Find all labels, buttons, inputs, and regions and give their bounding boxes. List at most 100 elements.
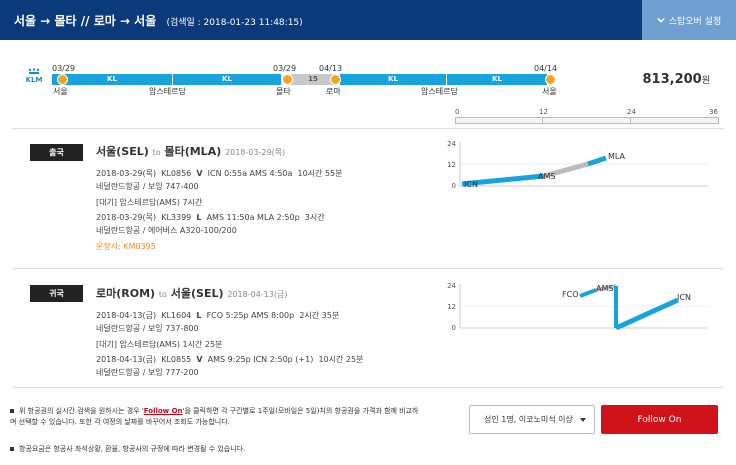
city-label: 서울 <box>53 87 68 96</box>
arrival-dot <box>282 74 293 85</box>
seg-date: 2018-03-29(목) <box>96 169 157 178</box>
outbound-seg2: 2018-03-29(목) KL3399 L AMS 11:50a MLA 2:… <box>96 212 325 223</box>
flight-number: KL0856 <box>161 169 192 178</box>
inbound-seg1-aircraft: 네덜란드항공 / 보잉 737-800 <box>96 324 199 333</box>
scale-tick <box>630 118 631 123</box>
y-tick-label: 24 <box>447 282 456 290</box>
flight-times: AMS 9:25p ICN 2:50p (+1) <box>207 355 314 364</box>
outbound-origin: 서울(SEL) <box>96 145 149 158</box>
flight-segment <box>461 173 545 187</box>
flight-duration: 10시간 55분 <box>297 169 343 178</box>
search-date: (검색일 : 2018-01-23 11:48:15) <box>166 18 303 28</box>
scale-bar <box>455 117 719 124</box>
note-text: 항공요금은 항공사 좌석상황, 환율, 항공사의 규정에 따라 변경될 수 있습… <box>19 445 246 453</box>
city-label: 몰타 <box>276 87 291 96</box>
layover-segment <box>595 284 617 292</box>
time-scale: 0 12 24 36 <box>455 108 719 124</box>
stopover-label: 스탑오버 설정 <box>668 16 722 27</box>
passenger-class-select[interactable]: 성인 1명, 이코노미석 이상 <box>469 405 595 434</box>
stopover-settings-button[interactable]: 스탑오버 설정 <box>642 0 736 40</box>
airport-label: MLA <box>608 152 626 161</box>
to-label: to <box>152 148 161 157</box>
note-text: '을 클릭하면 각 구간별로 1주일(모바일은 5일)치의 항공권을 가격과 함… <box>10 407 419 426</box>
flight-times: AMS 11:50a MLA 2:50p <box>206 213 300 222</box>
stay-days: 15 <box>291 74 335 85</box>
airport-label: ICN <box>464 180 478 189</box>
inbound-timeline-chart: 24 12 0 FCO AMS ICN <box>447 282 708 332</box>
total-price: 813,200원 <box>643 72 711 87</box>
inbound-badge: 귀국 <box>30 285 83 302</box>
outbound-operator: 운항사: KM0395 <box>96 242 156 251</box>
segment-bar: KL <box>340 74 446 85</box>
y-tick-label: 24 <box>447 140 456 148</box>
segment-bar: KL <box>52 74 172 85</box>
follow-on-link[interactable]: Follow On <box>143 407 183 415</box>
airport-label: ICN <box>677 293 691 302</box>
inbound-seg2-aircraft: 네덜란드항공 / 보잉 777-200 <box>96 368 199 377</box>
divider <box>12 268 724 269</box>
price-value: 813,200 <box>642 72 702 87</box>
bullet-icon <box>10 409 14 413</box>
inbound-seg1: 2018-04-13(금) KL1604 L FCO 5:25p AMS 8:0… <box>96 310 339 321</box>
date-label: 03/29 <box>52 64 76 73</box>
follow-on-note: 위 항공권의 실시간 검색을 원하시는 경우 'Follow On'을 클릭하면… <box>10 406 420 428</box>
to-label: to <box>158 290 167 299</box>
inbound-seg2: 2018-04-13(금) KL0855 V AMS 9:25p ICN 2:5… <box>96 354 363 365</box>
divider <box>12 387 724 388</box>
city-label: 로마 <box>326 87 341 96</box>
segment-bar: KL <box>447 74 547 85</box>
follow-on-button[interactable]: Follow On <box>601 405 718 434</box>
flight-segment <box>587 155 607 167</box>
seg-date: 2018-03-29(목) <box>96 213 157 222</box>
flight-times: FCO 5:25p AMS 8:00p <box>206 311 295 320</box>
arrival-dot <box>545 74 556 85</box>
crown-icon <box>28 68 40 74</box>
outbound-destination: 몰타(MLA) <box>164 145 222 158</box>
y-tick-label: 12 <box>447 161 456 169</box>
y-tick-label: 0 <box>452 182 456 190</box>
caret-down-icon <box>580 418 586 422</box>
departure-dot <box>57 74 68 85</box>
y-tick-label: 12 <box>447 303 456 311</box>
flight-number: KL0855 <box>161 355 192 364</box>
date-label: 03/29 <box>273 64 297 73</box>
inbound-date: 2018-04-13(금) <box>227 290 288 299</box>
inbound-title: 로마(ROM) to 서울(SEL) 2018-04-13(금) <box>96 285 287 301</box>
layover-segment <box>543 161 589 179</box>
divider <box>12 128 724 129</box>
departure-dot <box>330 74 341 85</box>
note-text: 위 항공권의 실시간 검색을 원하시는 경우 ' <box>19 407 144 415</box>
inbound-layover: [대기] 암스테르담(AMS) 1시간 25분 <box>96 340 223 349</box>
outbound-title: 서울(SEL) to 몰타(MLA) 2018-03-29(목) <box>96 143 285 159</box>
date-label: 04/13 <box>319 64 343 73</box>
fare-note: 항공요금은 항공사 좌석상황, 환율, 항공사의 규정에 따라 변경될 수 있습… <box>10 444 420 455</box>
flight-number: KL1604 <box>161 311 192 320</box>
flight-number: KL3399 <box>161 213 192 222</box>
price-unit: 원 <box>701 76 710 86</box>
flight-duration: 3시간 <box>304 213 325 222</box>
klm-logo: KLM <box>22 68 46 84</box>
flight-times: ICN 0:55a AMS 4:50a <box>207 169 293 178</box>
bullet-icon <box>10 447 14 451</box>
city-label: 암스테르담 <box>421 87 458 96</box>
airport-label: AMS <box>538 172 555 181</box>
scale-label: 24 <box>627 108 636 116</box>
route-text: 서울 → 몰타 // 로마 → 서울 <box>14 14 157 28</box>
inbound-origin: 로마(ROM) <box>96 287 156 300</box>
scale-label: 0 <box>455 108 460 116</box>
select-value: 성인 1명, 이코노미석 이상 <box>484 415 573 424</box>
booking-class: L <box>196 213 202 222</box>
inbound-destination: 서울(SEL) <box>170 287 224 300</box>
seg-date: 2018-04-13(금) <box>96 311 157 320</box>
booking-class: V <box>196 355 203 364</box>
chevron-down-icon <box>656 17 665 23</box>
header-bar: 서울 → 몰타 // 로마 → 서울 (검색일 : 2018-01-23 11:… <box>0 0 736 40</box>
route-title: 서울 → 몰타 // 로마 → 서울 (검색일 : 2018-01-23 11:… <box>14 12 303 29</box>
booking-class: V <box>196 169 203 178</box>
outbound-seg2-aircraft: 네덜란드항공 / 에어버스 A320-100/200 <box>96 226 237 235</box>
outbound-date: 2018-03-29(목) <box>225 148 286 157</box>
outbound-timeline-chart: 24 12 0 ICN AMS MLA <box>447 140 708 190</box>
flight-segment <box>614 297 680 331</box>
flight-duration: 2시간 35분 <box>299 311 340 320</box>
booking-class: L <box>196 311 202 320</box>
